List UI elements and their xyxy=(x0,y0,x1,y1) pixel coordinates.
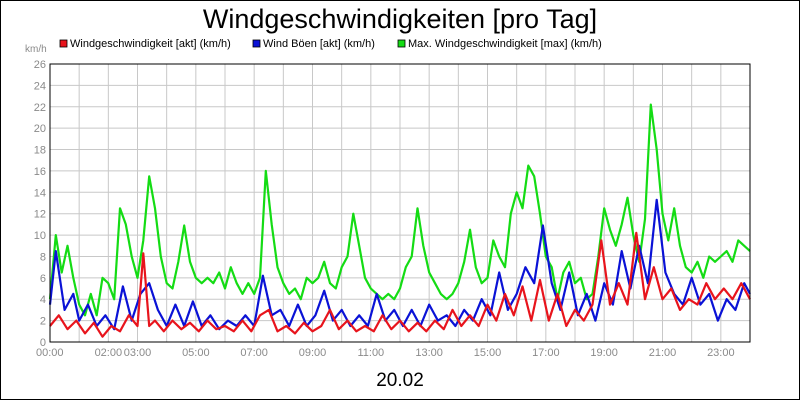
x-tick-label: 21:00 xyxy=(649,347,677,359)
series-group xyxy=(48,103,751,338)
y-tick-label: 0 xyxy=(40,337,46,349)
y-tick-label: 14 xyxy=(34,187,46,199)
y-tick-label: 16 xyxy=(34,166,46,178)
x-tick-label: 03:00 xyxy=(124,347,152,359)
y-tick-label: 4 xyxy=(40,294,46,306)
series-line-1 xyxy=(48,198,751,331)
plot-border xyxy=(49,63,751,343)
y-tick-label: 18 xyxy=(34,145,46,157)
legend-label-1: Wind Böen [akt] (km/h) xyxy=(263,38,375,50)
y-tick-label: 20 xyxy=(34,123,46,135)
x-tick-label: 15:00 xyxy=(474,347,502,359)
series-line-2 xyxy=(48,103,751,317)
date-label: 20.02 xyxy=(376,370,424,391)
x-tick-label: 05:00 xyxy=(182,347,210,359)
legend-swatch-2 xyxy=(397,39,406,48)
x-tick-label: 23:00 xyxy=(707,347,735,359)
y-tick-label: 12 xyxy=(34,209,46,221)
y-tick-label: 10 xyxy=(34,230,46,242)
x-tick-label: 02:00 xyxy=(95,347,123,359)
y-tick-label: 26 xyxy=(34,59,46,71)
y-axis-unit: km/h xyxy=(25,44,47,55)
legend-label-2: Max. Windgeschwindigkeit [max] (km/h) xyxy=(408,38,602,50)
y-tick-label: 22 xyxy=(34,102,46,114)
x-axis-ticks: 00:00 02:00 03:00 05:00 07:00 09:00 11:00 13:00… xyxy=(36,347,735,359)
legend-swatch-0 xyxy=(59,39,68,48)
y-tick-label: 6 xyxy=(40,273,46,285)
x-tick-label: 09:00 xyxy=(299,347,327,359)
x-tick-label: 07:00 xyxy=(240,347,268,359)
x-tick-label: 00:00 xyxy=(36,347,64,359)
y-tick-label: 8 xyxy=(40,251,46,263)
series-line-0 xyxy=(49,231,751,338)
x-tick-label: 17:00 xyxy=(532,347,560,359)
legend-swatch-1 xyxy=(252,39,261,48)
x-tick-label: 19:00 xyxy=(590,347,618,359)
chart-title: Windgeschwindigkeiten [pro Tag] xyxy=(203,4,597,34)
y-tick-label: 2 xyxy=(40,316,46,328)
x-tick-label: 11:00 xyxy=(357,347,384,359)
legend: Windgeschwindigkeit [akt] (km/h) Wind Böe… xyxy=(59,38,602,50)
legend-label-0: Windgeschwindigkeit [akt] (km/h) xyxy=(70,38,231,50)
x-tick-label: 13:00 xyxy=(415,347,443,359)
y-tick-label: 24 xyxy=(34,80,46,92)
